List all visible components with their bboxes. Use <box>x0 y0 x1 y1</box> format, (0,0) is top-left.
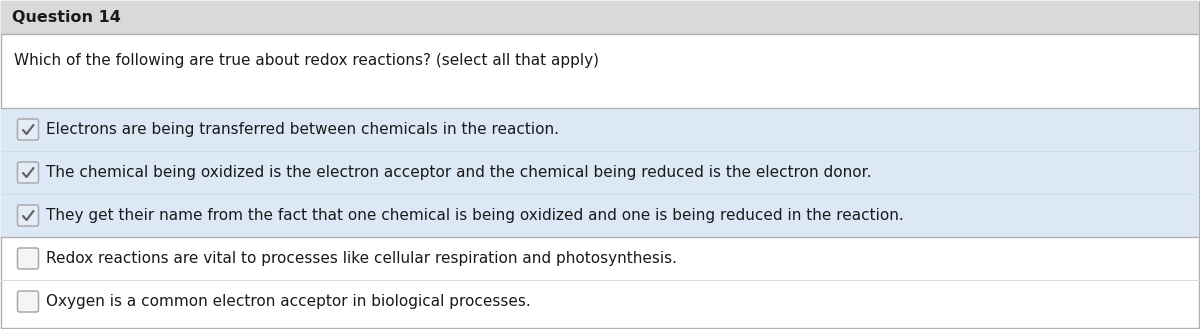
FancyBboxPatch shape <box>18 119 38 140</box>
Text: Which of the following are true about redox reactions? (select all that apply): Which of the following are true about re… <box>14 54 599 68</box>
Text: Redox reactions are vital to processes like cellular respiration and photosynthe: Redox reactions are vital to processes l… <box>46 251 677 266</box>
Text: The chemical being oxidized is the electron acceptor and the chemical being redu: The chemical being oxidized is the elect… <box>46 165 871 180</box>
FancyBboxPatch shape <box>18 205 38 226</box>
FancyBboxPatch shape <box>18 162 38 183</box>
Text: Oxygen is a common electron acceptor in biological processes.: Oxygen is a common electron acceptor in … <box>46 294 530 309</box>
Text: They get their name from the fact that one chemical is being oxidized and one is: They get their name from the fact that o… <box>46 208 904 223</box>
FancyBboxPatch shape <box>18 291 38 312</box>
FancyBboxPatch shape <box>1 1 1199 34</box>
FancyBboxPatch shape <box>18 248 38 269</box>
Text: Electrons are being transferred between chemicals in the reaction.: Electrons are being transferred between … <box>46 122 558 137</box>
Text: Question 14: Question 14 <box>12 10 121 25</box>
FancyBboxPatch shape <box>1 108 1199 237</box>
